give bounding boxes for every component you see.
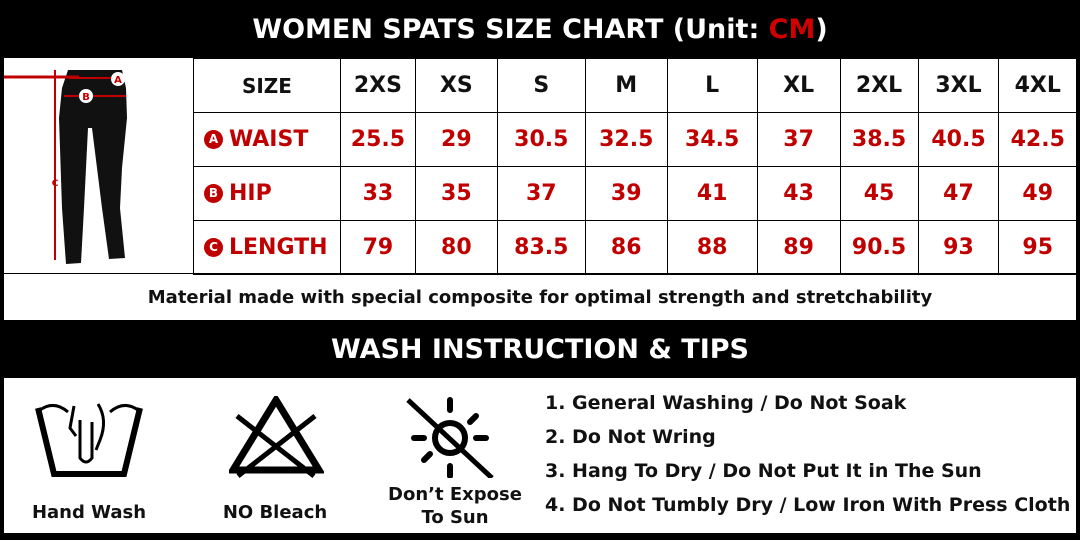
svg-text:A: A (114, 75, 122, 86)
measure-value: 47 (917, 166, 1000, 221)
page-title: WOMEN SPATS SIZE CHART (Unit: CM) (0, 0, 1080, 58)
wash-title: WASH INSTRUCTION & TIPS (331, 334, 749, 365)
table-row-hip: B HIP 33 35 37 39 41 43 45 47 49 (193, 166, 1076, 221)
size-col: 4XL (998, 58, 1076, 113)
wash-panel: Hand Wash NO Bleach Don’t Expose To Sun 1… (4, 378, 1076, 533)
measure-value: 41 (666, 166, 758, 221)
badge-icon: B (204, 184, 223, 203)
table-header-row: SIZE 2XS XS S M L XL 2XL 3XL 4XL (193, 58, 1076, 113)
unit: CM (768, 14, 816, 45)
measure-label: LENGTH (229, 235, 328, 260)
badge-icon: A (204, 130, 223, 149)
row-label: B HIP (193, 166, 341, 221)
size-col: M (584, 58, 668, 113)
tip: 3. Hang To Dry / Do Not Put It in The Su… (545, 460, 982, 482)
no-bleach-icon (229, 396, 324, 478)
title-text: WOMEN SPATS SIZE CHART (Unit: (252, 14, 769, 45)
measure-value: 40.5 (917, 112, 1000, 167)
measure-value: 37 (496, 166, 586, 221)
measure-value: 89 (756, 220, 841, 275)
table-row-waist: A WAIST 25.5 29 30.5 32.5 34.5 37 38.5 40.5 42.5 (193, 112, 1076, 167)
size-chart-panel: A B C SIZE 2XS XS S M L XL 2XL 3XL 4XL A… (4, 58, 1076, 320)
measure-value: 86 (584, 220, 668, 275)
measure-value: 88 (666, 220, 758, 275)
measure-value: 45 (839, 166, 919, 221)
measure-value: 43 (756, 166, 841, 221)
measure-value: 80 (414, 220, 498, 275)
leggings-illustration: A B C (4, 70, 127, 264)
row-label: C LENGTH (193, 220, 341, 275)
measure-value: 42.5 (998, 112, 1076, 167)
tip: 2. Do Not Wring (545, 426, 716, 448)
size-col: 2XS (339, 58, 416, 113)
measure-value: 49 (998, 166, 1076, 221)
measure-value: 25.5 (339, 112, 416, 167)
material-note: Material made with special composite for… (4, 273, 1076, 320)
measure-value: 90.5 (839, 220, 919, 275)
measure-value: 95 (998, 220, 1076, 275)
no-sun-icon (406, 397, 494, 478)
badge-icon: C (204, 238, 223, 257)
size-col: 3XL (917, 58, 1000, 113)
no-bleach-label: NO Bleach (222, 502, 328, 523)
tip: 4. Do Not Tumbly Dry / Low Iron With Pre… (545, 494, 1071, 516)
size-col: 2XL (839, 58, 919, 113)
wash-tips: 1. General Washing / Do Not Soak 2. Do N… (545, 386, 1070, 522)
title-close: ) (815, 14, 828, 45)
size-col: L (666, 58, 758, 113)
measure-value: 79 (339, 220, 416, 275)
hand-wash-label: Hand Wash (31, 502, 147, 523)
measure-value: 32.5 (584, 112, 668, 167)
size-col: XS (414, 58, 498, 113)
size-table: SIZE 2XS XS S M L XL 2XL 3XL 4XL A WAIST 2… (193, 58, 1076, 275)
tip: 1. General Washing / Do Not Soak (545, 392, 907, 414)
no-sun-label: Don’t Expose To Sun (388, 484, 522, 528)
row-label: A WAIST (193, 112, 341, 167)
measure-label: WAIST (229, 127, 309, 152)
svg-text:B: B (82, 92, 90, 103)
hand-wash-icon (35, 403, 143, 477)
measure-value: 39 (584, 166, 668, 221)
measure-value: 30.5 (496, 112, 586, 167)
measure-value: 83.5 (496, 220, 586, 275)
measure-value: 29 (414, 112, 498, 167)
measure-value: 37 (756, 112, 841, 167)
measure-value: 93 (917, 220, 1000, 275)
svg-text:C: C (52, 179, 59, 189)
size-col: S (496, 58, 586, 113)
measure-value: 34.5 (666, 112, 758, 167)
measure-value: 33 (339, 166, 416, 221)
measure-value: 35 (414, 166, 498, 221)
measure-value: 38.5 (839, 112, 919, 167)
header-size: SIZE (193, 58, 341, 113)
table-row-length: C LENGTH 79 80 83.5 86 88 89 90.5 93 95 (193, 220, 1076, 275)
measure-label: HIP (229, 181, 272, 206)
size-col: XL (756, 58, 841, 113)
